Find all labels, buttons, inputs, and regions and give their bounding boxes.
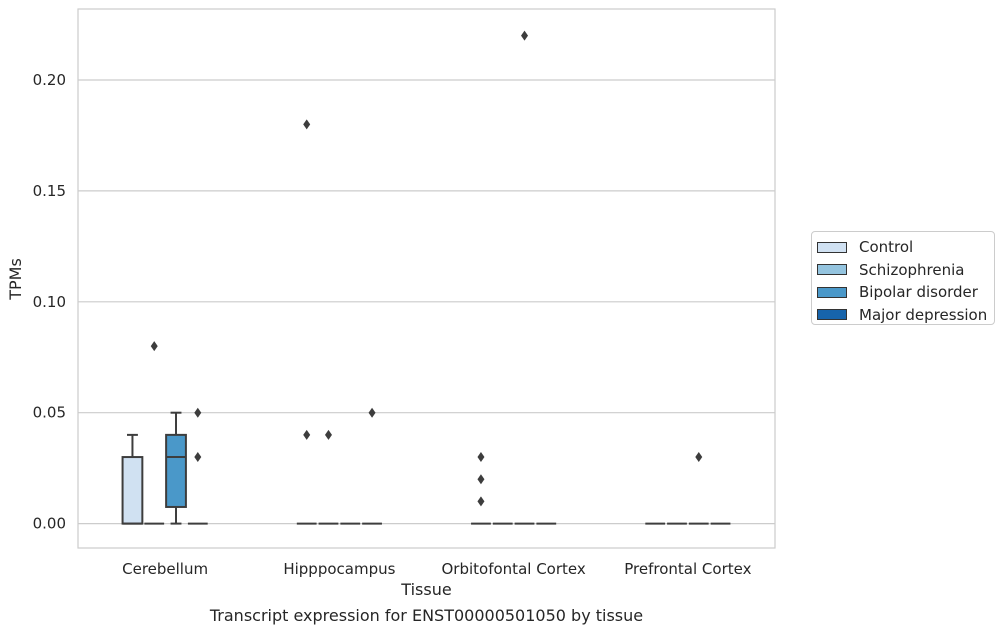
- outlier-point: [150, 341, 158, 352]
- box-bipolar-disorder: [514, 30, 535, 525]
- legend-swatch-major-depression: [817, 309, 847, 321]
- box-control: [471, 452, 491, 525]
- y-tick-label: 0.05: [33, 404, 66, 422]
- box-schizophrenia: [144, 341, 165, 525]
- outlier-point: [303, 429, 311, 440]
- outlier-point: [521, 30, 529, 41]
- x-tick-label: Prefrontal Cortex: [624, 560, 751, 578]
- legend-swatch-schizophrenia: [817, 264, 847, 276]
- box-bipolar-disorder: [165, 411, 187, 525]
- outlier-point: [324, 429, 332, 440]
- x-tick-labels: Cerebellum Hipppocampus Orbitofontal Corte…: [122, 560, 751, 578]
- y-tick-label: 0.10: [33, 293, 66, 311]
- legend-label-control: Control: [859, 238, 914, 257]
- outlier-point: [368, 407, 376, 418]
- box-major-depression: [187, 407, 208, 525]
- outlier-point: [695, 452, 703, 463]
- legend-label-major-depression: Major depression: [859, 305, 988, 324]
- box-body: [121, 456, 144, 525]
- legend-item-bipolar-disorder: Bipolar disorder: [817, 281, 994, 304]
- box-marks: [121, 30, 731, 525]
- legend-swatch-bipolar-disorder: [817, 286, 847, 298]
- outlier-point: [194, 407, 202, 418]
- plot-background: [78, 9, 775, 548]
- x-axis-label: Tissue: [400, 580, 451, 599]
- legend-item-schizophrenia: Schizophrenia: [817, 259, 994, 282]
- outlier-point: [303, 119, 311, 130]
- box-bipolar-disorder: [688, 452, 709, 525]
- legend-label-bipolar-disorder: Bipolar disorder: [859, 283, 978, 302]
- legend: Control Schizophrenia Bipolar disorder M…: [811, 231, 995, 325]
- legend-item-major-depression: Major depression: [817, 304, 994, 327]
- y-axis-label: TPMs: [6, 258, 25, 301]
- box-major-depression: [362, 407, 382, 525]
- box-schizophrenia: [318, 429, 339, 525]
- x-tick-label: Orbitofontal Cortex: [442, 560, 586, 578]
- figure-caption: Transcript expression for ENST0000050105…: [209, 606, 644, 625]
- legend-label-schizophrenia: Schizophrenia: [859, 260, 965, 279]
- outlier-point: [477, 452, 485, 463]
- x-tick-label: Cerebellum: [122, 560, 208, 578]
- box-control: [121, 433, 144, 525]
- y-tick-labels: 0.00 0.05 0.10 0.15 0.20: [33, 71, 66, 533]
- outlier-point: [477, 474, 485, 485]
- y-tick-label: 0.15: [33, 182, 66, 200]
- box-body: [165, 433, 187, 508]
- legend-swatch-control: [817, 241, 847, 253]
- y-tick-label: 0.00: [33, 515, 66, 533]
- y-tick-label: 0.20: [33, 71, 66, 89]
- box-control: [296, 119, 317, 525]
- legend-item-control: Control: [817, 236, 994, 259]
- x-tick-label: Hipppocampus: [283, 560, 395, 578]
- outlier-point: [194, 452, 202, 463]
- outlier-point: [477, 496, 485, 507]
- plot-frame: [77, 8, 776, 549]
